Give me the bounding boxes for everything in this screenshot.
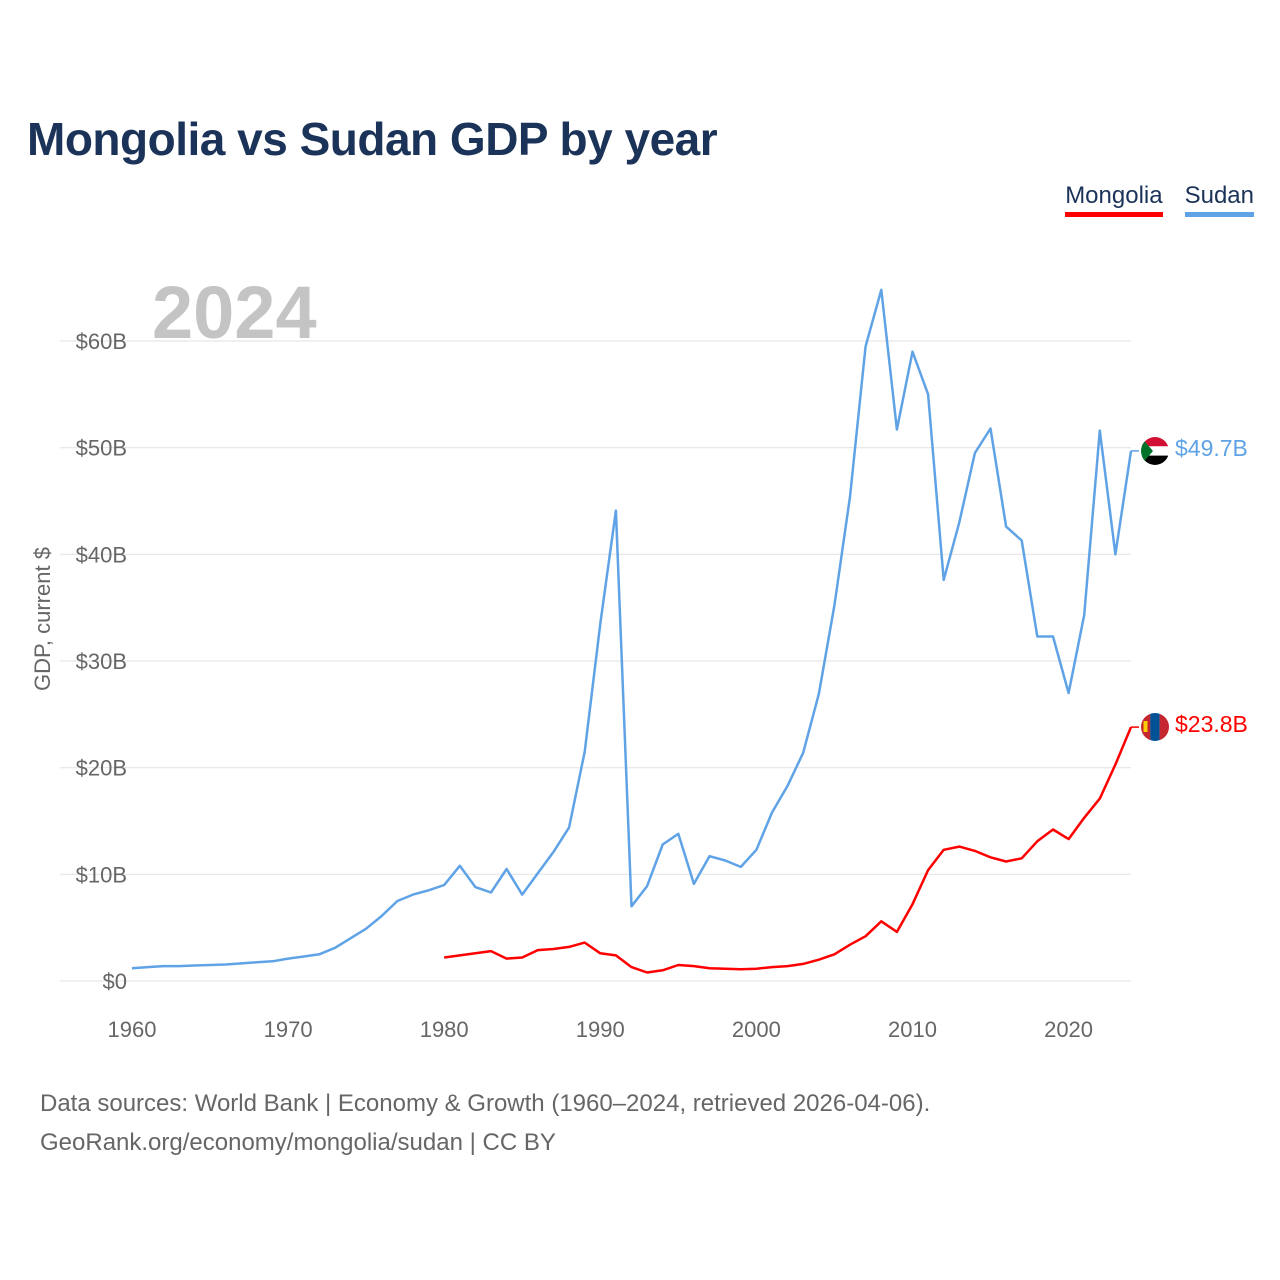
credit-line[interactable]: GeoRank.org/economy/mongolia/sudan | CC … [40, 1129, 556, 1156]
x-tick-label: 2010 [888, 1017, 937, 1042]
gdp-line-chart: 2024 $0 $10B $20B $30B $40B $50B $60B 1960 1970… [30, 271, 1248, 1042]
mongolia-end-value-label: $23.8B [1175, 711, 1248, 737]
y-tick-label: $30B [76, 649, 127, 674]
x-tick-label: 1970 [264, 1017, 313, 1042]
data-source-note: Data sources: World Bank | Economy & Gro… [40, 1084, 930, 1162]
legend-item-mongolia[interactable]: Mongolia [1065, 182, 1163, 217]
x-tick-label: 2000 [732, 1017, 781, 1042]
series-line-mongolia [444, 726, 1133, 974]
legend-item-sudan[interactable]: Sudan [1184, 182, 1254, 217]
y-tick-label: $60B [76, 329, 127, 354]
y-tick-label: $20B [76, 756, 127, 781]
legend: Mongolia Sudan [1065, 182, 1254, 217]
x-axis-tick-labels: 1960 1970 1980 1990 2000 2010 2020 [108, 1017, 1094, 1042]
sudan-end-marker: $49.7B [1131, 435, 1248, 465]
sudan-flag-icon [1141, 437, 1169, 465]
source-line: Data sources: World Bank | Economy & Gro… [40, 1090, 931, 1117]
y-axis-label: GDP, current $ [30, 547, 55, 691]
y-tick-label: $10B [76, 862, 127, 887]
y-tick-label: $50B [76, 436, 127, 461]
x-tick-label: 1980 [420, 1017, 469, 1042]
x-tick-label: 1960 [108, 1017, 157, 1042]
y-tick-label: $40B [76, 542, 127, 567]
chart-title: Mongolia vs Sudan GDP by year [27, 113, 718, 165]
mongolia-flag-icon [1141, 713, 1169, 741]
year-overlay: 2024 [152, 271, 317, 354]
y-axis-tick-labels: $0 $10B $20B $30B $40B $50B $60B [76, 329, 127, 994]
mongolia-end-marker: $23.8B [1131, 711, 1248, 741]
x-tick-label: 2020 [1044, 1017, 1093, 1042]
x-tick-label: 1990 [576, 1017, 625, 1042]
series-line-sudan [131, 288, 1133, 970]
y-tick-label: $0 [103, 969, 127, 994]
sudan-end-value-label: $49.7B [1175, 435, 1248, 461]
